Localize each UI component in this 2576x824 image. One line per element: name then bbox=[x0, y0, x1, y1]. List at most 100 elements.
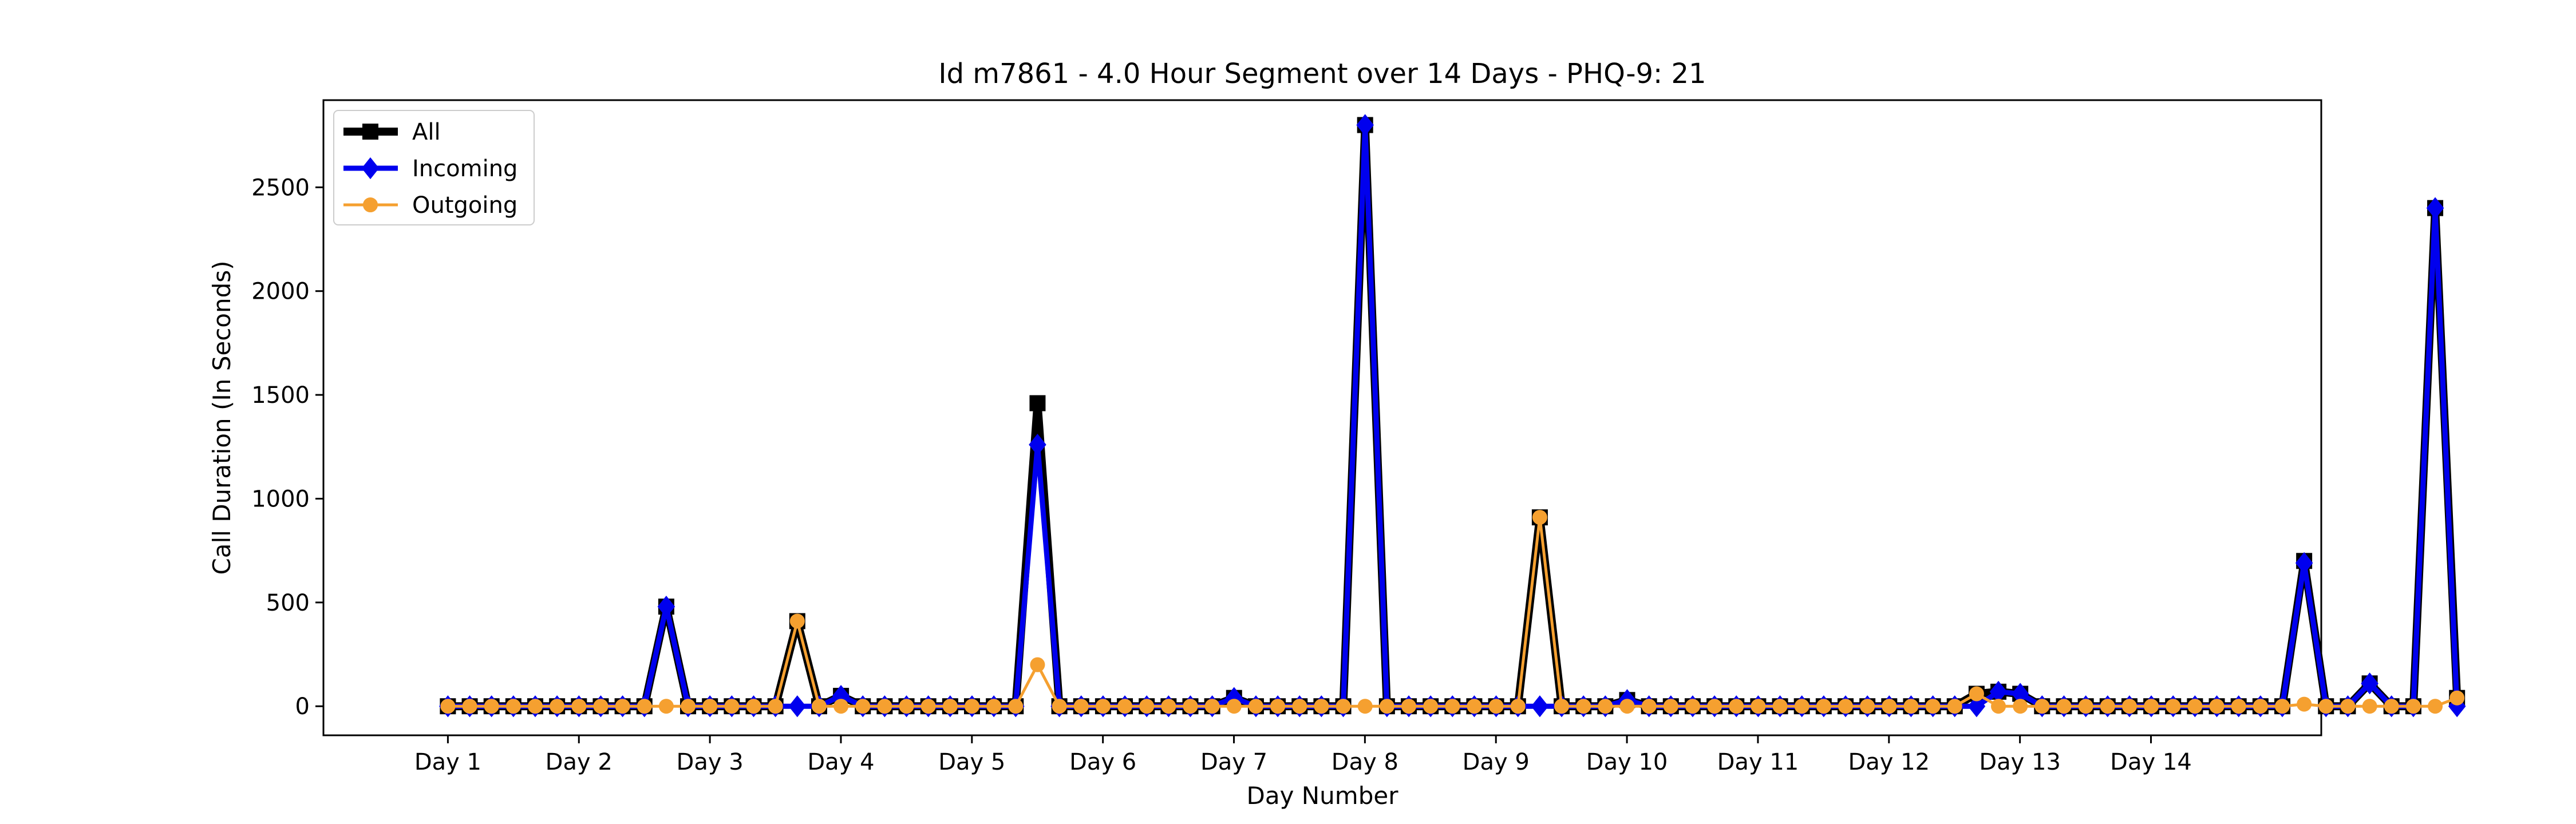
data-point-outgoing bbox=[855, 699, 871, 714]
data-point-outgoing bbox=[1925, 699, 1941, 714]
data-point-outgoing bbox=[1663, 699, 1678, 714]
data-point-outgoing bbox=[528, 699, 543, 714]
x-tick-label: Day 7 bbox=[1200, 749, 1267, 775]
data-point-outgoing bbox=[440, 699, 456, 714]
x-tick-label: Day 11 bbox=[1717, 749, 1799, 775]
data-point-incoming bbox=[788, 695, 807, 718]
data-point-outgoing bbox=[1401, 699, 1416, 714]
data-point-outgoing bbox=[2253, 699, 2268, 714]
data-point-outgoing bbox=[2449, 690, 2465, 706]
data-point-outgoing bbox=[768, 699, 783, 714]
data-point-outgoing bbox=[1488, 699, 1504, 714]
data-point-outgoing bbox=[1467, 699, 1482, 714]
data-point-outgoing bbox=[1903, 699, 1919, 714]
data-point-outgoing bbox=[505, 699, 521, 714]
data-point-outgoing bbox=[920, 699, 936, 714]
data-point-outgoing bbox=[615, 699, 630, 714]
data-point-incoming bbox=[657, 595, 675, 618]
x-tick-label: Day 5 bbox=[938, 749, 1005, 775]
series-line-all bbox=[448, 121, 2462, 711]
data-point-outgoing bbox=[1554, 699, 1570, 714]
data-point-outgoing bbox=[2274, 699, 2290, 714]
data-point-outgoing bbox=[1095, 699, 1111, 714]
data-point-outgoing bbox=[658, 699, 674, 714]
x-tick-label: Day 2 bbox=[546, 749, 613, 775]
y-tick-label: 2000 bbox=[251, 279, 310, 305]
data-point-outgoing bbox=[746, 699, 761, 714]
data-point-outgoing bbox=[2100, 699, 2115, 714]
y-axis: 0 500 1000 1500 2000 2500 bbox=[251, 175, 323, 720]
data-point-outgoing bbox=[2166, 699, 2181, 714]
x-tick-label: Day 13 bbox=[1979, 749, 2061, 775]
data-point-outgoing bbox=[2144, 699, 2159, 714]
x-tick-label: Day 6 bbox=[1069, 749, 1136, 775]
chart-title: Id m7861 - 4.0 Hour Segment over 14 Days… bbox=[938, 58, 1706, 90]
data-point-outgoing bbox=[1707, 699, 1722, 714]
series-incoming bbox=[439, 114, 2466, 718]
data-point-outgoing bbox=[986, 699, 1002, 714]
data-point-outgoing bbox=[833, 699, 849, 714]
data-point-outgoing bbox=[877, 699, 892, 714]
data-point-outgoing bbox=[1204, 699, 1220, 714]
data-point-outgoing bbox=[1598, 699, 1613, 714]
data-point-outgoing bbox=[593, 699, 609, 714]
data-point-outgoing bbox=[2231, 699, 2246, 714]
data-point-incoming bbox=[1356, 114, 1374, 136]
data-point-outgoing bbox=[1816, 699, 1831, 714]
data-point-outgoing bbox=[1161, 699, 1176, 714]
legend-box bbox=[333, 110, 535, 225]
data-point-outgoing bbox=[811, 699, 827, 714]
data-point-all bbox=[1029, 395, 1046, 411]
data-point-outgoing bbox=[1794, 699, 1809, 714]
data-point-outgoing bbox=[2121, 699, 2137, 714]
data-point-outgoing bbox=[1030, 657, 1045, 672]
data-point-outgoing bbox=[2034, 699, 2050, 714]
x-tick-label: Day 9 bbox=[1463, 749, 1530, 775]
data-point-outgoing bbox=[681, 699, 696, 714]
legend-label-outgoing: Outgoing bbox=[412, 192, 517, 219]
data-point-outgoing bbox=[2318, 699, 2334, 714]
x-tick-label: Day 4 bbox=[807, 749, 874, 775]
y-tick-label: 1500 bbox=[251, 382, 310, 409]
y-axis-label: Call Duration (In Seconds) bbox=[208, 260, 236, 575]
series-all bbox=[440, 117, 2466, 715]
y-tick-label: 500 bbox=[266, 590, 310, 616]
y-tick-label: 2500 bbox=[251, 175, 310, 201]
data-point-outgoing bbox=[1532, 510, 1547, 525]
series-outgoing bbox=[440, 510, 2465, 714]
legend-marker-incoming bbox=[361, 157, 380, 180]
data-point-outgoing bbox=[1510, 699, 1526, 714]
data-point-outgoing bbox=[1947, 699, 1962, 714]
data-point-outgoing bbox=[571, 699, 587, 714]
data-point-outgoing bbox=[1882, 699, 1897, 714]
data-point-outgoing bbox=[965, 699, 980, 714]
data-point-outgoing bbox=[1772, 699, 1788, 714]
data-point-outgoing bbox=[2078, 699, 2093, 714]
data-point-outgoing bbox=[1183, 699, 1198, 714]
data-point-outgoing bbox=[2428, 699, 2443, 714]
data-point-outgoing bbox=[2362, 699, 2377, 714]
data-point-outgoing bbox=[2187, 699, 2203, 714]
series-layer bbox=[439, 114, 2466, 718]
data-point-outgoing bbox=[1838, 699, 1853, 714]
data-point-outgoing bbox=[1052, 699, 1067, 714]
data-point-outgoing bbox=[702, 699, 718, 714]
data-point-outgoing bbox=[550, 699, 565, 714]
plot-frame bbox=[322, 99, 2322, 736]
data-point-outgoing bbox=[724, 699, 740, 714]
data-point-outgoing bbox=[942, 699, 958, 714]
y-tick-label: 0 bbox=[295, 694, 310, 720]
data-point-incoming bbox=[1531, 695, 1549, 718]
data-point-outgoing bbox=[1292, 699, 1307, 714]
x-tick-label: Day 14 bbox=[2110, 749, 2192, 775]
data-point-incoming bbox=[1967, 695, 1986, 718]
data-point-outgoing bbox=[1641, 699, 1657, 714]
data-point-outgoing bbox=[1379, 699, 1394, 714]
data-point-outgoing bbox=[2384, 699, 2399, 714]
legend-marker-all bbox=[362, 124, 378, 140]
data-point-outgoing bbox=[2297, 696, 2312, 712]
data-point-outgoing bbox=[1729, 699, 1744, 714]
data-point-outgoing bbox=[2013, 699, 2028, 714]
data-point-outgoing bbox=[637, 699, 652, 714]
data-point-outgoing bbox=[1008, 699, 1024, 714]
